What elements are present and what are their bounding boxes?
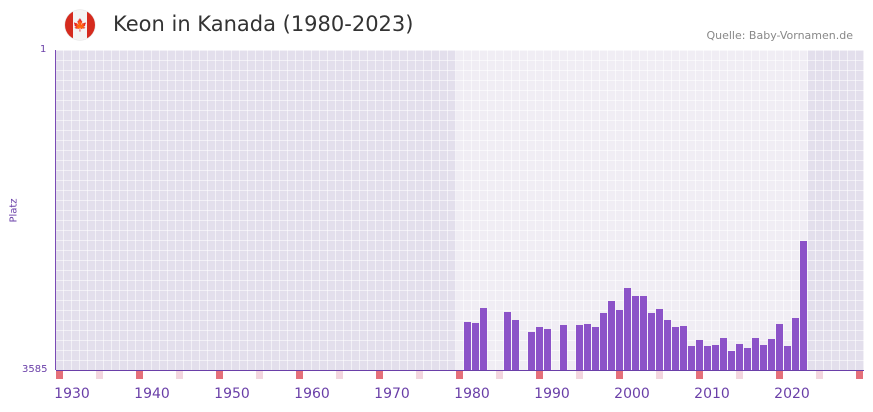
bar-2019[interactable] bbox=[776, 324, 783, 370]
bar-1996[interactable] bbox=[592, 326, 599, 370]
y-tick-label-top: 1 bbox=[40, 44, 47, 55]
decade-marker bbox=[136, 371, 143, 379]
decade-marker bbox=[536, 371, 543, 379]
bar-2020[interactable] bbox=[784, 345, 791, 370]
bar-1988[interactable] bbox=[528, 331, 535, 370]
bar-1981[interactable] bbox=[472, 322, 479, 370]
half-decade-marker bbox=[816, 371, 823, 379]
bar-2012[interactable] bbox=[720, 338, 727, 370]
bar-2011[interactable] bbox=[712, 345, 719, 370]
bar-2002[interactable] bbox=[640, 295, 647, 370]
source-link[interactable]: Quelle: Baby-Vornamen.de bbox=[706, 29, 853, 42]
half-decade-marker bbox=[96, 371, 103, 379]
half-decade-marker bbox=[416, 371, 423, 379]
decade-marker bbox=[216, 371, 223, 379]
x-tick-label: 1930 bbox=[54, 386, 90, 402]
y-tick-label-bottom: 3585 bbox=[22, 364, 48, 375]
x-tick-label: 2020 bbox=[774, 386, 810, 402]
canada-flag-icon: 🍁 bbox=[65, 10, 95, 40]
decade-marker bbox=[616, 371, 623, 379]
bar-2021[interactable] bbox=[792, 318, 799, 370]
bar-2006[interactable] bbox=[672, 326, 679, 370]
plot-area bbox=[56, 50, 864, 370]
bar-2015[interactable] bbox=[744, 348, 751, 370]
bar-2000[interactable] bbox=[624, 288, 631, 370]
bar-2016[interactable] bbox=[752, 338, 759, 370]
decade-marker bbox=[696, 371, 703, 379]
decade-marker bbox=[456, 371, 463, 379]
half-decade-marker bbox=[656, 371, 663, 379]
x-tick-label: 1990 bbox=[534, 386, 570, 402]
bar-1994[interactable] bbox=[576, 325, 583, 370]
x-tick-label: 1950 bbox=[214, 386, 250, 402]
half-decade-marker bbox=[336, 371, 343, 379]
bar-2018[interactable] bbox=[768, 339, 775, 370]
bar-2008[interactable] bbox=[688, 345, 695, 370]
bar-2005[interactable] bbox=[664, 320, 671, 370]
half-decade-marker bbox=[736, 371, 743, 379]
bar-2017[interactable] bbox=[760, 345, 767, 370]
bar-1997[interactable] bbox=[600, 313, 607, 370]
bar-2003[interactable] bbox=[648, 313, 655, 370]
y-axis-label: Platz bbox=[8, 198, 20, 223]
bar-2004[interactable] bbox=[656, 309, 663, 370]
bar-1982[interactable] bbox=[480, 308, 487, 370]
half-decade-marker bbox=[176, 371, 183, 379]
bar-1980[interactable] bbox=[464, 321, 471, 370]
x-tick-label: 1940 bbox=[134, 386, 170, 402]
bar-1989[interactable] bbox=[536, 326, 543, 370]
bar-2007[interactable] bbox=[680, 325, 687, 370]
bar-1999[interactable] bbox=[616, 310, 623, 370]
x-tick-label: 1960 bbox=[294, 386, 330, 402]
x-tick-label: 2010 bbox=[694, 386, 730, 402]
decade-marker bbox=[56, 371, 63, 379]
bar-1998[interactable] bbox=[608, 300, 615, 370]
x-tick-label: 1970 bbox=[374, 386, 410, 402]
decade-marker bbox=[856, 371, 863, 379]
bar-2001[interactable] bbox=[632, 295, 639, 370]
half-decade-marker bbox=[496, 371, 503, 379]
bar-2013[interactable] bbox=[728, 350, 735, 370]
bar-1992[interactable] bbox=[560, 325, 567, 370]
x-tick-label: 2000 bbox=[614, 386, 650, 402]
bar-1986[interactable] bbox=[512, 320, 519, 370]
half-decade-marker bbox=[576, 371, 583, 379]
bar-2010[interactable] bbox=[704, 345, 711, 370]
bar-1995[interactable] bbox=[584, 324, 591, 370]
y-axis bbox=[55, 50, 56, 370]
bar-2009[interactable] bbox=[696, 340, 703, 370]
x-axis bbox=[56, 370, 864, 371]
chart-title: Keon in Kanada (1980-2023) bbox=[113, 12, 414, 36]
decade-marker bbox=[296, 371, 303, 379]
x-tick-label: 1980 bbox=[454, 386, 490, 402]
decade-marker bbox=[776, 371, 783, 379]
decade-marker bbox=[376, 371, 383, 379]
bar-2022[interactable] bbox=[800, 240, 807, 370]
bar-1985[interactable] bbox=[504, 311, 511, 370]
bar-2014[interactable] bbox=[736, 344, 743, 370]
bar-1990[interactable] bbox=[544, 329, 551, 370]
half-decade-marker bbox=[256, 371, 263, 379]
